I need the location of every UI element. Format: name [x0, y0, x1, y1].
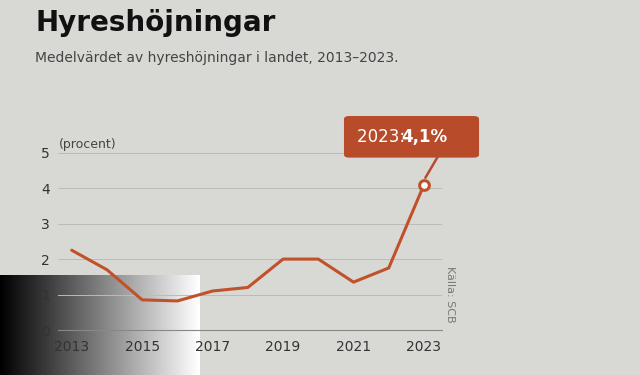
- Text: 4,1%: 4,1%: [401, 128, 448, 146]
- Text: (procent): (procent): [60, 138, 117, 151]
- Text: Källa: SCB: Källa: SCB: [445, 266, 455, 322]
- Text: 2023:: 2023:: [356, 128, 410, 146]
- Text: Hyreshöjningar: Hyreshöjningar: [35, 9, 276, 38]
- Text: Medelvärdet av hyreshöjningar i landet, 2013–2023.: Medelvärdet av hyreshöjningar i landet, …: [35, 51, 399, 64]
